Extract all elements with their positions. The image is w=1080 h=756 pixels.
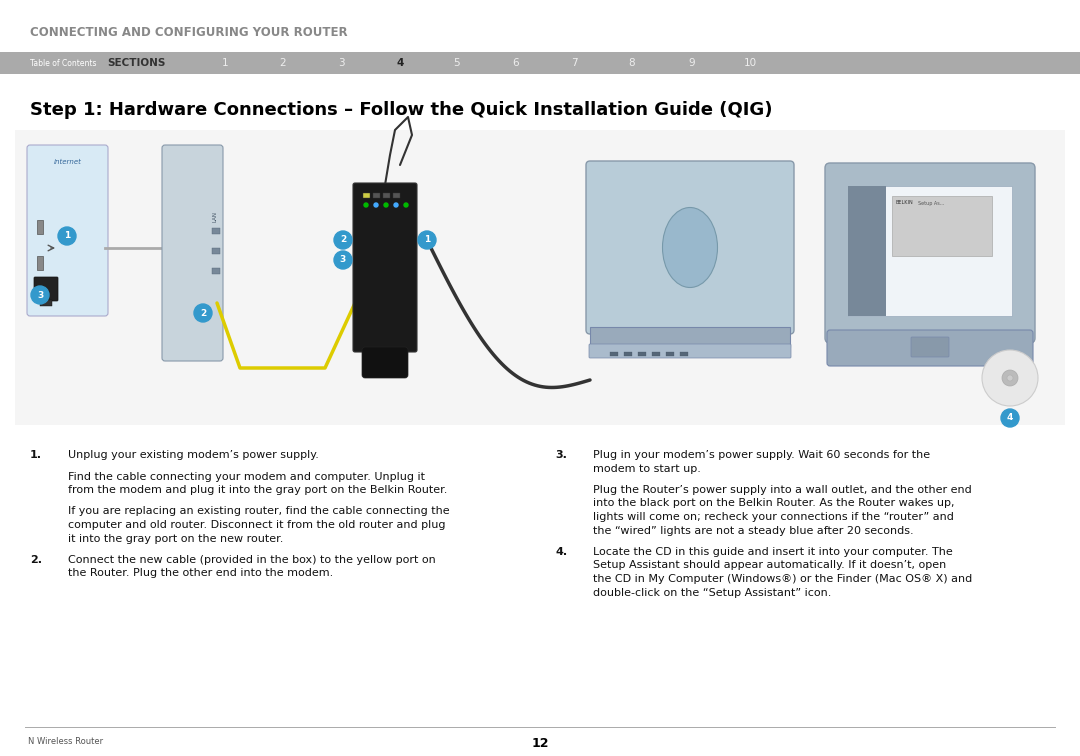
FancyBboxPatch shape [353, 183, 417, 352]
Text: 6: 6 [513, 58, 519, 68]
Text: 12: 12 [531, 737, 549, 750]
Text: 3.: 3. [555, 450, 567, 460]
FancyBboxPatch shape [27, 145, 108, 316]
FancyBboxPatch shape [33, 277, 58, 301]
Bar [652, 352, 660, 356]
Text: 1: 1 [423, 236, 430, 244]
Circle shape [364, 203, 368, 207]
Text: Step 1: Hardware Connections – Follow the Quick Installation Guide (QIG): Step 1: Hardware Connections – Follow th… [30, 101, 772, 119]
Circle shape [58, 227, 76, 245]
Text: Plug the Router’s power supply into a wall outlet, and the other end: Plug the Router’s power supply into a wa… [593, 485, 972, 495]
Text: 5: 5 [454, 58, 460, 68]
Text: the CD in My Computer (Windows®) or the Finder (Mac OS® X) and: the CD in My Computer (Windows®) or the … [593, 574, 972, 584]
Text: 4: 4 [1007, 414, 1013, 423]
Text: 8: 8 [629, 58, 635, 68]
FancyBboxPatch shape [827, 330, 1032, 366]
Text: double-click on the “Setup Assistant” icon.: double-click on the “Setup Assistant” ic… [593, 587, 832, 597]
Text: BELKIN: BELKIN [895, 200, 913, 206]
Text: Setup Assistant should appear automatically. If it doesn’t, open: Setup Assistant should appear automatica… [593, 560, 946, 571]
Text: SECTIONS: SECTIONS [107, 58, 165, 68]
Text: CONNECTING AND CONFIGURING YOUR ROUTER: CONNECTING AND CONFIGURING YOUR ROUTER [30, 26, 348, 39]
Text: Connect the new cable (provided in the box) to the yellow port on: Connect the new cable (provided in the b… [68, 555, 435, 565]
FancyBboxPatch shape [162, 145, 222, 361]
FancyBboxPatch shape [37, 220, 43, 234]
Text: N Wireless Router: N Wireless Router [28, 737, 103, 746]
Bar [363, 193, 370, 198]
Circle shape [1002, 370, 1018, 386]
Ellipse shape [662, 207, 717, 287]
Circle shape [404, 203, 408, 207]
Bar [373, 193, 380, 198]
Text: 1: 1 [64, 231, 70, 240]
Circle shape [374, 203, 378, 207]
Bar [15, 130, 1065, 425]
Text: Unplug your existing modem’s power supply.: Unplug your existing modem’s power suppl… [68, 450, 319, 460]
Text: the Router. Plug the other end into the modem.: the Router. Plug the other end into the … [68, 569, 334, 578]
Bar [638, 352, 646, 356]
Text: 1: 1 [221, 58, 228, 68]
FancyBboxPatch shape [590, 327, 789, 347]
Text: modem to start up.: modem to start up. [593, 463, 701, 473]
FancyBboxPatch shape [586, 161, 794, 334]
FancyBboxPatch shape [912, 337, 949, 357]
Bar [383, 193, 390, 198]
Circle shape [394, 203, 399, 207]
Circle shape [418, 231, 436, 249]
FancyBboxPatch shape [589, 344, 791, 358]
Text: internet: internet [54, 159, 81, 165]
Circle shape [334, 231, 352, 249]
Text: 3: 3 [338, 58, 345, 68]
Text: computer and old router. Disconnect it from the old router and plug: computer and old router. Disconnect it f… [68, 520, 446, 530]
Text: 10: 10 [743, 58, 757, 68]
Text: the “wired” lights are not a steady blue after 20 seconds.: the “wired” lights are not a steady blue… [593, 525, 914, 535]
Bar [212, 268, 220, 274]
Bar [848, 186, 886, 316]
Text: it into the gray port on the new router.: it into the gray port on the new router. [68, 534, 283, 544]
Text: into the black port on the Belkin Router. As the Router wakes up,: into the black port on the Belkin Router… [593, 498, 955, 509]
Text: 1.: 1. [30, 450, 42, 460]
Bar [393, 193, 400, 198]
Text: 2: 2 [280, 58, 286, 68]
Text: 7: 7 [570, 58, 578, 68]
Circle shape [334, 251, 352, 269]
Text: 4.: 4. [555, 547, 567, 557]
Text: Plug in your modem’s power supply. Wait 60 seconds for the: Plug in your modem’s power supply. Wait … [593, 450, 930, 460]
FancyBboxPatch shape [848, 186, 1012, 316]
Text: 3: 3 [37, 290, 43, 299]
FancyBboxPatch shape [892, 196, 993, 256]
Bar [0, 52, 1080, 74]
Text: 2: 2 [340, 236, 346, 244]
Text: 2: 2 [200, 308, 206, 318]
Text: Setup As...: Setup As... [918, 200, 944, 206]
Text: Table of Contents: Table of Contents [30, 58, 96, 67]
Text: 4: 4 [396, 58, 404, 68]
FancyBboxPatch shape [37, 256, 43, 270]
Text: Find the cable connecting your modem and computer. Unplug it: Find the cable connecting your modem and… [68, 472, 426, 482]
Circle shape [1001, 409, 1020, 427]
Text: lights will come on; recheck your connections if the “router” and: lights will come on; recheck your connec… [593, 512, 954, 522]
FancyBboxPatch shape [825, 163, 1035, 343]
Bar [212, 248, 220, 254]
Bar [624, 352, 632, 356]
Bar [610, 352, 618, 356]
Text: 2.: 2. [30, 555, 42, 565]
Text: from the modem and plug it into the gray port on the Belkin Router.: from the modem and plug it into the gray… [68, 485, 447, 495]
Circle shape [1007, 375, 1013, 381]
Text: 3: 3 [340, 256, 346, 265]
Text: Locate the CD in this guide and insert it into your computer. The: Locate the CD in this guide and insert i… [593, 547, 953, 557]
Text: If you are replacing an existing router, find the cable connecting the: If you are replacing an existing router,… [68, 507, 449, 516]
Text: LAN: LAN [213, 210, 217, 222]
FancyBboxPatch shape [362, 347, 408, 378]
Bar [680, 352, 688, 356]
Circle shape [384, 203, 388, 207]
Bar [212, 228, 220, 234]
Bar [666, 352, 674, 356]
Circle shape [982, 350, 1038, 406]
Circle shape [31, 286, 49, 304]
Text: 9: 9 [689, 58, 696, 68]
Bar [40, 300, 52, 306]
Circle shape [194, 304, 212, 322]
